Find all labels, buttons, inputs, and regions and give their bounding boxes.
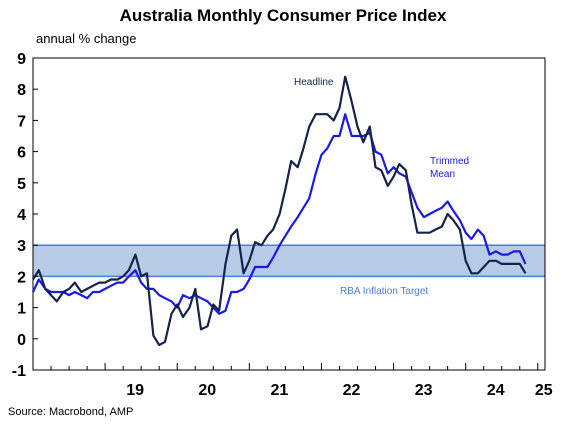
series-line-trimmed-mean bbox=[32, 113, 527, 315]
y-tick-label: 7 bbox=[17, 113, 26, 130]
chart-title: Australia Monthly Consumer Price Index bbox=[119, 6, 447, 25]
y-tick-label: 3 bbox=[17, 238, 26, 255]
headline-label: Headline bbox=[294, 77, 334, 88]
y-tick-label: 0 bbox=[17, 332, 26, 349]
series-line-headline bbox=[32, 75, 527, 347]
trimmed-mean-label-line1: Trimmed bbox=[430, 156, 469, 167]
y-tick-label: -1 bbox=[12, 363, 26, 380]
y-tick-label: 8 bbox=[17, 82, 26, 99]
y-tick-label: 4 bbox=[17, 207, 26, 224]
x-tick-label: 20 bbox=[198, 382, 216, 399]
x-tick-label: 23 bbox=[415, 382, 433, 399]
trimmed-mean-label-line2: Mean bbox=[430, 169, 455, 180]
plot-frame bbox=[32, 57, 546, 371]
rba-target-label: RBA Inflation Target bbox=[340, 286, 428, 297]
target-band bbox=[33, 245, 545, 277]
y-tick-label: 6 bbox=[17, 145, 26, 162]
chart-subtitle: annual % change bbox=[36, 31, 137, 46]
x-tick-label: 22 bbox=[343, 382, 361, 399]
source-note: Source: Macrobond, AMP bbox=[8, 406, 134, 418]
x-tick-label: 25 bbox=[535, 382, 553, 399]
x-tick-label: 21 bbox=[270, 382, 288, 399]
x-tick-label: 24 bbox=[487, 382, 505, 399]
y-tick-label: 1 bbox=[17, 301, 26, 318]
y-tick-label: 9 bbox=[17, 51, 26, 68]
y-tick-label: 2 bbox=[17, 269, 26, 286]
x-tick-label: 19 bbox=[126, 382, 144, 399]
series-layer bbox=[32, 75, 527, 347]
label-layer: Headline Trimmed Mean RBA Inflation Targ… bbox=[294, 77, 469, 297]
y-tick-label: 5 bbox=[17, 176, 26, 193]
target-band-layer bbox=[33, 244, 545, 278]
